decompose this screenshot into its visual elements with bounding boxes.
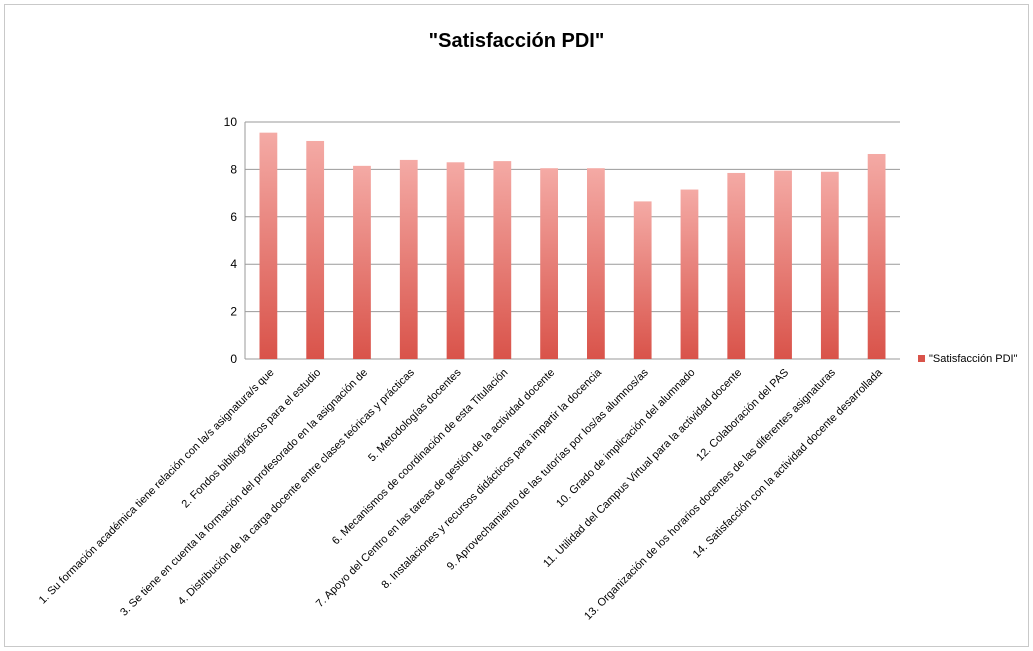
y-tick-label: 0: [230, 352, 237, 366]
x-tick-label: 5. Metodologías docentes: [366, 366, 464, 464]
x-tick-label: 8. Instalaciones y recursos didácticos p…: [379, 366, 604, 591]
bar: [820, 171, 839, 359]
bar: [587, 168, 605, 359]
legend-swatch: [918, 355, 925, 362]
bar: [259, 132, 278, 359]
bar: [727, 172, 746, 359]
y-tick-label: 8: [230, 162, 237, 176]
x-tick-label: 12. Colaboración del PAS: [694, 367, 791, 464]
bar: [306, 140, 325, 359]
y-axis-ticks: 0 2 4 6 8 10: [224, 115, 238, 366]
bar: [633, 201, 652, 359]
bar: [540, 168, 558, 359]
bar: [680, 189, 699, 359]
gridlines: [244, 121, 900, 360]
y-tick-label: 2: [230, 305, 237, 319]
legend: "Satisfacción PDI": [918, 353, 1018, 365]
bar: [353, 165, 371, 359]
chart-title: "Satisfacción PDI": [428, 30, 605, 52]
legend-label: "Satisfacción PDI": [929, 353, 1018, 365]
bar: [774, 170, 792, 359]
y-tick-label: 4: [230, 257, 237, 271]
y-tick-label: 6: [230, 210, 237, 224]
bar: [867, 153, 886, 359]
x-tick-label: 6. Mecanismos de coordinación de esta Ti…: [330, 367, 511, 548]
bar: [493, 161, 512, 359]
bar: [399, 159, 418, 359]
chart-frame: [4, 4, 1029, 647]
x-axis-labels: 1. Su formación académica tiene relación…: [37, 366, 886, 622]
bar: [446, 162, 465, 359]
bars: [259, 132, 886, 359]
y-tick-label: 10: [224, 115, 238, 129]
